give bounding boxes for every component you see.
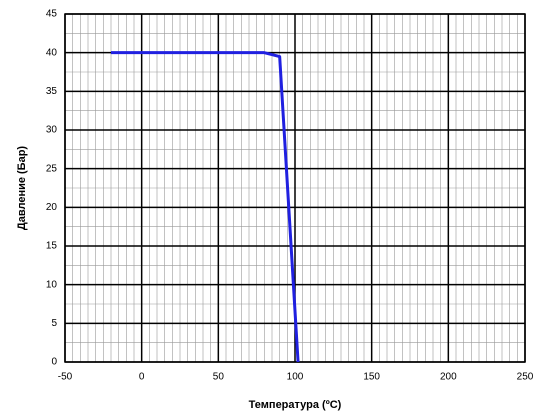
data-line — [111, 51, 300, 363]
y-tick-label: 10 — [46, 279, 58, 290]
y-tick-label: 0 — [51, 357, 57, 368]
x-tick-label: 50 — [213, 372, 225, 383]
y-tick-label: 45 — [46, 9, 58, 20]
y-tick-label: 15 — [46, 241, 58, 252]
y-tick-label: 25 — [46, 163, 58, 174]
y-tick-label: 35 — [46, 86, 58, 97]
y-tick-label: 5 — [51, 318, 57, 329]
plot-border — [64, 13, 526, 363]
y-tick-label: 20 — [46, 202, 58, 213]
y-tick-label: 30 — [46, 125, 58, 136]
x-tick-label: 200 — [440, 372, 457, 383]
x-tick-label: 150 — [363, 372, 380, 383]
x-tick-label: 250 — [517, 372, 534, 383]
y-axis-label: Давление (Бар) — [16, 146, 28, 231]
x-tick-label: 0 — [139, 372, 145, 383]
x-axis-label: Температура (ºC) — [249, 399, 342, 411]
y-tick-label: 40 — [46, 47, 58, 58]
x-tick-label: 100 — [287, 372, 304, 383]
x-tick-label: -50 — [58, 372, 73, 383]
